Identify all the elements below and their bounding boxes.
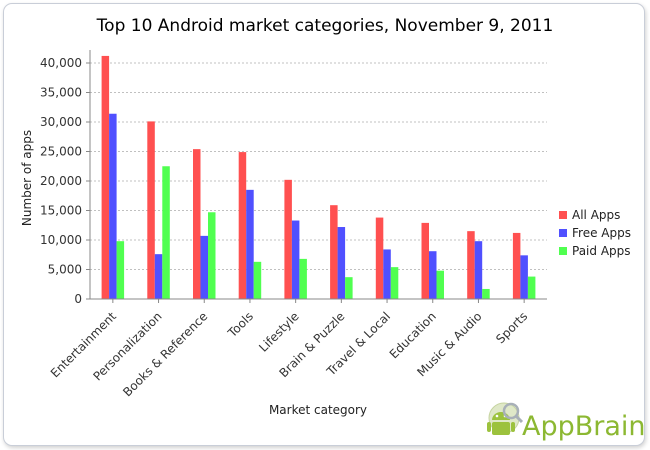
bar bbox=[375, 217, 384, 299]
bar bbox=[345, 277, 353, 299]
legend-swatch bbox=[559, 229, 567, 237]
bar bbox=[200, 235, 208, 299]
legend-swatch bbox=[559, 247, 567, 255]
y-tick-label: 25,000 bbox=[40, 145, 82, 159]
gridlines bbox=[90, 62, 547, 270]
bar bbox=[246, 189, 254, 299]
bar bbox=[154, 254, 163, 299]
legend-label: Free Apps bbox=[572, 226, 631, 240]
bar bbox=[527, 276, 536, 299]
bar bbox=[284, 179, 292, 299]
y-tick-label: 40,000 bbox=[40, 56, 82, 70]
bar bbox=[421, 222, 429, 299]
legend-label: Paid Apps bbox=[572, 244, 631, 258]
appbrain-logo-text: AppBrain bbox=[522, 411, 646, 442]
bar bbox=[109, 113, 117, 300]
bar bbox=[208, 212, 216, 299]
y-tick-label: 15,000 bbox=[40, 204, 82, 218]
y-tick-label: 5,000 bbox=[48, 263, 82, 277]
y-tick-label: 0 bbox=[74, 292, 82, 306]
y-axis-ticks: 0 5,000 10,000 15,000 20,000 25,000 30,000 35,0… bbox=[40, 56, 90, 306]
x-tick-label: Sports bbox=[493, 309, 530, 346]
bar bbox=[429, 251, 437, 299]
y-tick-label: 35,000 bbox=[40, 86, 82, 100]
bar bbox=[253, 261, 262, 299]
bar bbox=[390, 267, 399, 299]
bar bbox=[116, 241, 125, 299]
android-robot-icon bbox=[487, 402, 524, 435]
bar bbox=[101, 55, 110, 299]
x-tick-label: Tools bbox=[225, 309, 257, 341]
bar bbox=[512, 232, 521, 299]
bar bbox=[291, 220, 300, 299]
legend-swatch bbox=[559, 211, 567, 219]
appbrain-logo: AppBrain bbox=[487, 402, 646, 442]
bar bbox=[330, 205, 338, 299]
y-tick-label: 10,000 bbox=[40, 233, 82, 247]
bars bbox=[101, 55, 536, 300]
bar bbox=[337, 227, 346, 299]
bar bbox=[474, 241, 483, 299]
bar bbox=[238, 152, 247, 299]
x-tick-label: Books & Reference bbox=[120, 309, 210, 399]
bar bbox=[436, 270, 444, 299]
bar bbox=[467, 231, 475, 299]
x-tick-label: Lifestyle bbox=[256, 309, 302, 355]
y-axis-label: Number of apps bbox=[20, 130, 34, 226]
legend-label: All Apps bbox=[572, 208, 620, 222]
y-tick-label: 30,000 bbox=[40, 115, 82, 129]
chart-title: Top 10 Android market categories, Novemb… bbox=[96, 16, 554, 36]
bar bbox=[193, 149, 201, 299]
bar bbox=[162, 166, 170, 299]
bar bbox=[147, 121, 155, 299]
legend: All Apps Free Apps Paid Apps bbox=[559, 208, 631, 258]
bar bbox=[482, 288, 490, 299]
bar bbox=[520, 255, 528, 299]
bar bbox=[383, 249, 391, 299]
x-axis-label: Market category bbox=[269, 403, 367, 417]
bar bbox=[299, 258, 307, 299]
y-tick-label: 20,000 bbox=[40, 174, 82, 188]
